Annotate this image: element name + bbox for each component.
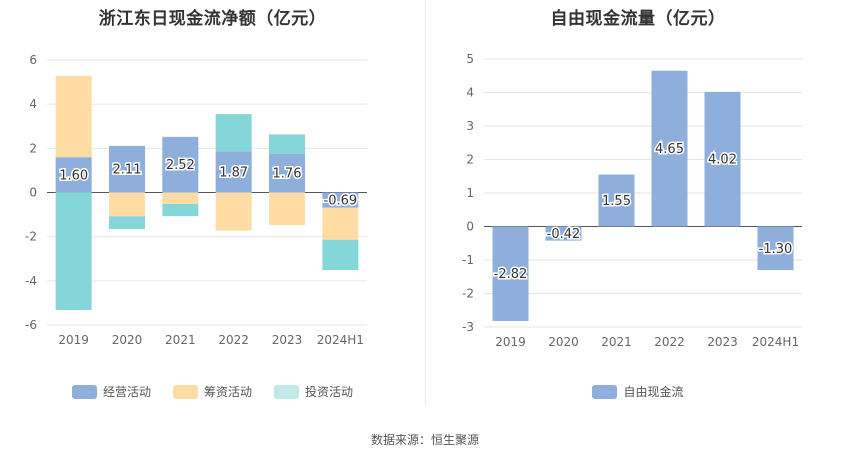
y-tick-label: 0 [466, 220, 474, 234]
y-tick-label: 4 [29, 97, 37, 111]
x-tick-label: 2024H1 [752, 335, 799, 349]
bar-investing [55, 192, 92, 310]
y-tick-label: 0 [29, 186, 37, 200]
chart-title: 自由现金流量（亿元） [550, 9, 726, 29]
legend-item[interactable]: 经营活动 [71, 383, 151, 400]
data-label: 1.76 [273, 167, 302, 182]
y-tick-label: -4 [25, 274, 37, 288]
data-label: 1.55 [602, 194, 631, 209]
bar-primary [215, 151, 252, 193]
y-tick-label: 3 [466, 119, 474, 133]
data-label: 1.87 [219, 165, 248, 180]
bar-primary [269, 153, 305, 193]
legend-label: 筹资活动 [203, 385, 252, 399]
bar-primary [109, 145, 145, 193]
bar-primary [322, 192, 359, 208]
x-tick-label: 2022 [218, 333, 249, 347]
bar-primary [545, 226, 582, 241]
y-tick-label: -3 [462, 320, 474, 334]
chart-title: 浙江东日现金流净额（亿元） [98, 9, 327, 29]
x-tick-label: 2020 [548, 335, 579, 349]
x-tick-label: 2019 [495, 335, 526, 349]
bar-primary [55, 157, 92, 193]
legend-item[interactable]: 筹资活动 [172, 383, 252, 400]
y-tick-label: 2 [29, 141, 37, 155]
y-tick-label: -1 [462, 253, 474, 267]
bar-financing [162, 192, 199, 204]
bar-primary [757, 226, 794, 271]
bar-financing [109, 192, 145, 217]
data-label: 4.65 [655, 142, 684, 157]
legend-label: 自由现金流 [623, 385, 684, 399]
bar-investing [215, 114, 252, 152]
legend-item[interactable]: 投资活动 [274, 383, 353, 400]
y-tick-label: 1 [466, 186, 474, 200]
x-tick-label: 2024H1 [317, 333, 364, 347]
legend-item[interactable]: 自由现金流 [592, 383, 684, 400]
data-source: 数据来源：恒生聚源 [370, 433, 479, 447]
data-label: 2.11 [113, 163, 142, 178]
net-cash-flow-plot: 6 4 2 0 -2 -4 -6 2019 2020 2021 2022 2023 2024H1 1.60… [25, 53, 367, 347]
y-tick-label: 5 [466, 52, 474, 66]
data-label: -2.82 [494, 267, 528, 282]
bar-primary [651, 70, 688, 227]
legend-swatch [172, 384, 198, 399]
free-cash-flow-plot: 5 4 3 2 1 0 -1 -2 -3 2019 2020 2021 2022 2023 2024H1 -2… [462, 52, 802, 349]
bar-investing [269, 134, 305, 154]
free-cash-flow-chart: 自由现金流量（亿元） 5 4 3 2 1 0 -1 -2 -3 2019 2020 2021 2022 2… [426, 0, 850, 410]
data-label: -0.69 [324, 194, 358, 209]
x-tick-label: 2019 [58, 333, 89, 347]
data-label: 1.60 [59, 168, 88, 183]
legend-label: 经营活动 [102, 385, 151, 399]
bar-primary [162, 136, 199, 193]
bar-primary [492, 226, 529, 321]
legend-swatch [71, 384, 97, 399]
bar-financing [55, 75, 92, 158]
chart-legend: 经营活动 筹资活动 投资活动 [0, 383, 425, 400]
data-label: 2.52 [166, 158, 195, 173]
x-tick-label: 2023 [707, 335, 738, 349]
legend-swatch [274, 384, 299, 399]
x-tick-label: 2021 [601, 335, 632, 349]
legend-swatch [592, 384, 618, 399]
y-tick-label: -2 [25, 230, 37, 244]
y-tick-label: 2 [466, 153, 474, 167]
bar-primary [598, 174, 635, 227]
panel-divider [425, 0, 426, 405]
chart-legend: 自由现金流 [426, 383, 850, 400]
y-tick-label: 6 [29, 53, 37, 67]
bar-financing [269, 192, 305, 225]
legend-label: 投资活动 [305, 385, 354, 399]
bar-financing [322, 207, 359, 240]
x-tick-label: 2023 [272, 333, 303, 347]
data-label: -0.42 [547, 227, 581, 242]
x-tick-label: 2020 [112, 333, 143, 347]
bar-primary [704, 91, 741, 227]
bar-investing [162, 203, 199, 217]
data-label: 4.02 [708, 153, 737, 168]
bar-investing [322, 239, 359, 271]
net-cash-flow-chart: 浙江东日现金流净额（亿元） 6 4 2 0 -2 -4 -6 2019 2020 2021 2022… [0, 0, 425, 410]
bar-investing [109, 216, 145, 229]
x-tick-label: 2021 [165, 333, 196, 347]
x-tick-label: 2022 [654, 335, 685, 349]
data-label: -1.30 [759, 242, 793, 257]
y-tick-label: -2 [462, 287, 474, 301]
y-tick-label: 4 [466, 86, 474, 100]
bar-financing [215, 192, 252, 231]
y-tick-label: -6 [25, 318, 37, 332]
